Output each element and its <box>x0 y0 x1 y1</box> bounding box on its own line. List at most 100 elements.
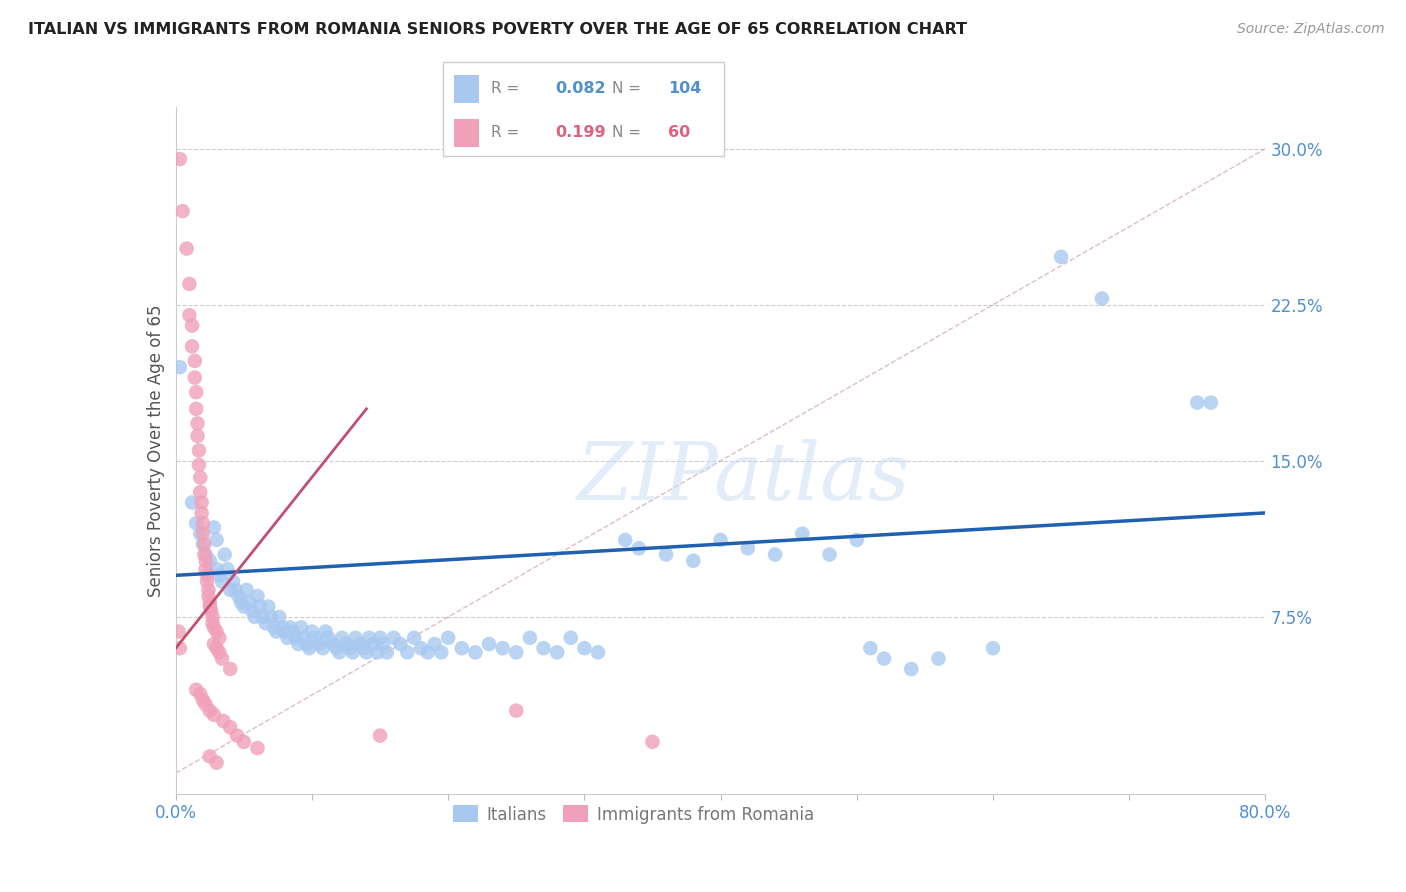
Point <box>208 568 231 582</box>
Point <box>198 554 221 568</box>
Point <box>263 620 285 634</box>
Point <box>243 610 266 624</box>
Point <box>318 631 340 645</box>
Point <box>627 541 650 556</box>
Point <box>194 548 217 562</box>
Text: R =: R = <box>491 125 519 140</box>
Point <box>205 756 228 770</box>
Point <box>430 645 453 659</box>
Point <box>201 610 224 624</box>
Point <box>546 645 568 659</box>
Point <box>361 637 384 651</box>
Text: 0.082: 0.082 <box>555 80 606 95</box>
Point <box>200 604 222 618</box>
Point <box>169 360 191 375</box>
Point <box>859 641 882 656</box>
Point <box>437 631 460 645</box>
Point <box>186 682 208 697</box>
Point <box>201 616 224 631</box>
Point <box>792 526 814 541</box>
Point <box>423 637 446 651</box>
Point <box>315 624 337 639</box>
Point <box>492 641 515 656</box>
Point <box>198 749 221 764</box>
Text: R =: R = <box>491 80 519 95</box>
Point <box>641 735 664 749</box>
Text: 0.199: 0.199 <box>555 125 606 140</box>
Point <box>900 662 922 676</box>
Point <box>205 562 228 576</box>
Text: ZIPatlas: ZIPatlas <box>575 439 910 516</box>
Point <box>246 589 269 603</box>
Point <box>235 582 257 597</box>
Point <box>186 417 209 431</box>
Point <box>191 526 214 541</box>
Point <box>228 589 250 603</box>
Point <box>321 637 343 651</box>
Point <box>187 443 209 458</box>
Point <box>198 595 221 609</box>
Point <box>873 651 896 665</box>
Y-axis label: Seniors Poverty Over the Age of 65: Seniors Poverty Over the Age of 65 <box>146 304 165 597</box>
Point <box>371 637 394 651</box>
Point <box>219 662 242 676</box>
Point <box>246 741 269 756</box>
Point <box>197 589 219 603</box>
Point <box>818 548 841 562</box>
Point <box>382 631 405 645</box>
Point <box>214 548 236 562</box>
Point <box>292 631 315 645</box>
Point <box>190 495 212 509</box>
Point <box>202 520 225 534</box>
Point <box>208 645 231 659</box>
Point <box>737 541 759 556</box>
Point <box>179 308 201 322</box>
Point <box>368 729 391 743</box>
Point <box>342 645 364 659</box>
Point <box>195 568 218 582</box>
Point <box>225 582 247 597</box>
Point <box>533 641 555 656</box>
Point <box>614 533 637 547</box>
Point <box>560 631 582 645</box>
Point <box>290 620 312 634</box>
Point <box>328 645 350 659</box>
Point <box>184 370 207 384</box>
Point <box>249 599 271 614</box>
Point <box>188 485 211 500</box>
Point <box>505 645 527 659</box>
Text: N =: N = <box>612 125 641 140</box>
Point <box>232 599 254 614</box>
Point <box>389 637 412 651</box>
Point <box>184 354 207 368</box>
Point <box>344 631 367 645</box>
Point <box>260 610 283 624</box>
Point <box>231 595 253 609</box>
Point <box>478 637 501 651</box>
Point <box>195 574 218 589</box>
Point <box>284 631 307 645</box>
Point <box>194 698 217 712</box>
Point <box>330 631 353 645</box>
Point <box>211 574 233 589</box>
Point <box>191 693 214 707</box>
Point <box>232 735 254 749</box>
Point <box>202 637 225 651</box>
Point <box>226 729 249 743</box>
Point <box>240 604 263 618</box>
Point <box>179 277 201 291</box>
Point <box>325 641 347 656</box>
Point <box>187 458 209 472</box>
Point <box>202 707 225 722</box>
Point <box>188 470 211 484</box>
Point <box>208 631 231 645</box>
Point <box>238 595 260 609</box>
Point <box>356 645 378 659</box>
Point <box>211 651 233 665</box>
Point <box>353 641 375 656</box>
Point <box>505 704 527 718</box>
Point <box>682 554 704 568</box>
Point <box>312 641 335 656</box>
Point <box>308 637 330 651</box>
Point <box>845 533 868 547</box>
